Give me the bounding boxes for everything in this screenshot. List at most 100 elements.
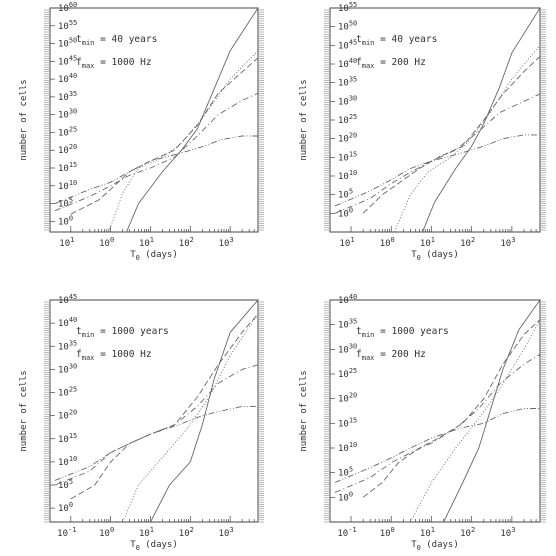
series-line-dotted — [393, 45, 540, 232]
y-tick-exponent: 20 — [69, 143, 77, 151]
y-tick-label: 1025 — [338, 367, 357, 380]
y-tick-exponent: 0 — [349, 206, 353, 214]
y-tick-exponent: 25 — [69, 386, 77, 394]
y-tick-exponent: 0 — [69, 214, 73, 222]
series-line-solid — [150, 300, 258, 522]
y-tick-exponent: 20 — [349, 392, 357, 400]
y-tick-label: 1060 — [58, 1, 77, 14]
x-tick-exponent: 1 — [350, 236, 354, 244]
annotation-symbol: t — [76, 326, 82, 337]
y-tick-exponent: 40 — [349, 293, 357, 301]
y-tick-label: 1035 — [338, 318, 357, 331]
y-tick-label: 1055 — [58, 19, 77, 32]
y-tick-label: 1040 — [338, 293, 357, 306]
y-tick-exponent: 15 — [349, 150, 357, 158]
x-tick-exponent: 3 — [511, 526, 515, 534]
y-tick-exponent: 5 — [349, 466, 353, 474]
series-line-dashdotdot — [54, 135, 258, 205]
y-tick-exponent: 40 — [69, 72, 77, 80]
y-tick-label: 105 — [58, 478, 73, 491]
x-tick-label: 101 — [420, 236, 435, 249]
y-tick-exponent: 35 — [349, 318, 357, 326]
chart-panel-1: 1001051010101510201025103010351040104510… — [19, 1, 264, 262]
x-axis-label: T0 (days) — [130, 250, 178, 262]
series-line-dashdot — [334, 353, 540, 493]
y-tick-exponent: 10 — [349, 169, 357, 177]
x-tick-label: 100 — [99, 236, 114, 249]
y-tick-label: 1010 — [58, 179, 77, 192]
y-tick-exponent: 25 — [349, 113, 357, 121]
y-tick-exponent: 60 — [69, 1, 77, 9]
x-tick-label: 103 — [219, 526, 234, 539]
y-tick-exponent: 15 — [349, 416, 357, 424]
annotation-text: = 1000 years — [374, 326, 448, 337]
annotation-text: = 40 years — [94, 34, 157, 45]
y-tick-label: 1025 — [58, 125, 77, 138]
x-tick-label: 101 — [139, 236, 154, 249]
annotation-subscript: min — [82, 39, 95, 47]
x-tick-label: 103 — [500, 236, 515, 249]
chart-panel-2: 1001051010101510201025103010351040104510… — [299, 1, 546, 262]
annotation-line-1: tmin = 40 years — [76, 34, 157, 47]
series-line-dashed — [70, 313, 258, 500]
y-tick-exponent: 5 — [349, 188, 353, 196]
y-tick-label: 1050 — [58, 37, 77, 50]
series-line-dotted — [410, 319, 540, 522]
y-tick-exponent: 45 — [69, 293, 77, 301]
y-tick-exponent: 30 — [69, 362, 77, 370]
x-tick-exponent: 3 — [229, 236, 233, 244]
y-tick-label: 1010 — [58, 455, 77, 468]
y-tick-label: 1055 — [338, 1, 357, 14]
series-line-dashed — [362, 319, 540, 498]
x-tick-exponent: 1 — [431, 236, 435, 244]
y-tick-label: 1020 — [58, 143, 77, 156]
plot-frame — [49, 7, 259, 233]
annotation-symbol: f — [356, 349, 362, 360]
x-axis-label-sub: 0 — [136, 254, 140, 262]
annotation-line-2: fmax = 1000 Hz — [76, 349, 152, 362]
y-tick-label: 1030 — [338, 94, 357, 107]
x-tick-label: 101 — [59, 236, 74, 249]
annotation-line-2: fmax = 1000 Hz — [76, 57, 152, 70]
y-axis-label: number of cells — [299, 370, 309, 451]
y-tick-label: 1045 — [58, 293, 77, 306]
y-tick-exponent: 5 — [69, 478, 73, 486]
x-tick-label: 10-1 — [57, 526, 76, 539]
annotation-line-1: tmin = 1000 years — [76, 326, 169, 339]
right-axis-hatch — [259, 301, 264, 523]
x-tick-exponent: 0 — [391, 526, 395, 534]
series-line-solid — [422, 8, 540, 232]
x-axis-label: T0 (days) — [411, 540, 459, 552]
series-line-dashdotdot — [54, 405, 258, 481]
x-tick-exponent: 2 — [471, 236, 475, 244]
x-tick-exponent: 3 — [511, 236, 515, 244]
x-tick-exponent: 1 — [431, 526, 435, 534]
y-tick-exponent: 10 — [69, 179, 77, 187]
annotation-line-1: tmin = 1000 years — [356, 326, 449, 339]
y-tick-exponent: 30 — [349, 94, 357, 102]
x-tick-label: 102 — [460, 236, 475, 249]
y-tick-exponent: 25 — [69, 125, 77, 133]
x-axis-label-sub: 0 — [136, 544, 140, 552]
y-tick-label: 1035 — [58, 339, 77, 352]
y-tick-exponent: 50 — [349, 20, 357, 28]
y-tick-label: 1015 — [338, 150, 357, 163]
series-line-solid — [443, 300, 540, 522]
x-tick-exponent: 2 — [190, 236, 194, 244]
annotation-subscript: max — [82, 354, 95, 362]
annotation-text: = 200 Hz — [374, 349, 425, 360]
y-tick-exponent: 20 — [349, 132, 357, 140]
y-tick-exponent: 45 — [69, 54, 77, 62]
y-tick-exponent: 55 — [69, 19, 77, 27]
y-tick-label: 100 — [58, 214, 73, 227]
y-tick-label: 1030 — [58, 362, 77, 375]
left-axis-hatch — [324, 9, 329, 231]
annotation-text: = 40 years — [374, 34, 437, 45]
y-tick-label: 1010 — [338, 169, 357, 182]
annotation-line-1: tmin = 40 years — [356, 34, 437, 47]
x-tick-label: 100 — [380, 526, 395, 539]
annotation-symbol: f — [356, 57, 362, 68]
annotation-symbol: f — [76, 57, 82, 68]
right-axis-hatch — [541, 9, 546, 231]
x-tick-exponent: 2 — [471, 526, 475, 534]
